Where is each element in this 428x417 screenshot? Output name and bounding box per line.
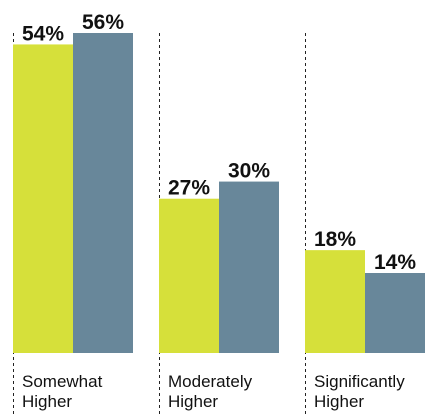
category-label: Higher bbox=[22, 392, 72, 411]
bar-value-label: 56% bbox=[82, 11, 124, 34]
bar-series-2 bbox=[365, 273, 425, 353]
category-label: Moderately bbox=[168, 372, 253, 391]
category-label: Significantly bbox=[314, 372, 405, 391]
bar-series-2 bbox=[73, 33, 133, 353]
bar-series-1 bbox=[305, 250, 365, 353]
bar-value-label: 18% bbox=[314, 228, 356, 251]
bar-series-1 bbox=[13, 44, 73, 354]
bar-value-label: 54% bbox=[22, 22, 64, 45]
bar-series-1 bbox=[159, 198, 219, 353]
bars-group bbox=[13, 33, 425, 354]
category-label: Somewhat bbox=[22, 372, 103, 391]
category-label: Higher bbox=[314, 392, 364, 411]
bar-value-label: 14% bbox=[374, 251, 416, 274]
bar-value-label: 30% bbox=[228, 160, 270, 183]
category-labels-group: SomewhatHigherModeratelyHigherSignifican… bbox=[22, 372, 405, 411]
bar-series-2 bbox=[219, 181, 279, 353]
category-label: Higher bbox=[168, 392, 218, 411]
bar-value-label: 27% bbox=[168, 177, 210, 200]
value-labels-group: 54% 56% 27% 30% 18% 14% bbox=[22, 11, 416, 274]
